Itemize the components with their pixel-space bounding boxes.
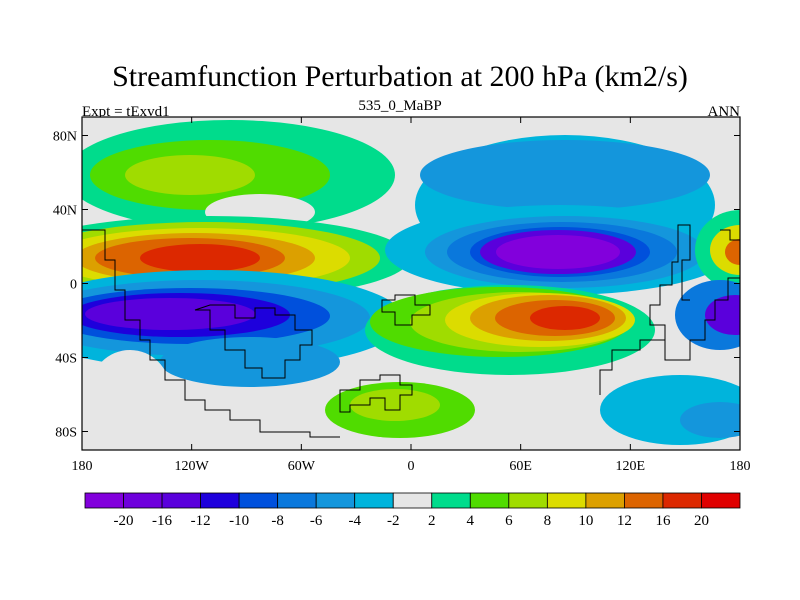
colorbar-label: 16 — [655, 513, 671, 529]
colorbar-label: 8 — [544, 513, 552, 529]
colorbar-swatch — [84, 492, 124, 509]
contour-east-pos-core — [725, 239, 740, 265]
colorbar-swatch — [392, 492, 433, 509]
coastline-west — [82, 229, 340, 438]
colorbar-label: -8 — [271, 513, 284, 529]
contour-ntrop-core — [140, 244, 260, 272]
colorbar-swatch — [161, 492, 201, 509]
period-label: 535_0_MaBP — [358, 98, 442, 114]
colorbar-label: 6 — [505, 513, 513, 529]
contour-east-neg-core — [705, 295, 740, 335]
coastline-equatorial-island — [381, 294, 431, 326]
y-tick-label: 40S — [55, 352, 77, 367]
colorbar-swatch — [238, 492, 279, 509]
colorbar-label: -6 — [310, 513, 323, 529]
colorbar-swatch — [508, 492, 548, 509]
colorbar-swatch — [315, 492, 356, 509]
colorbar-swatch — [624, 492, 664, 509]
colorbar: -20 -16 -12 -10 -8 -6 -4 -2 2 4 6 8 10 12 16 20 — [84, 492, 741, 529]
x-tick-label: 120E — [616, 459, 646, 474]
contour-asia-core — [496, 235, 620, 269]
colorbar-label: -4 — [348, 513, 361, 529]
contour-strop-south — [160, 337, 340, 387]
colorbar-swatch — [546, 492, 587, 509]
colorbar-label: -16 — [152, 513, 172, 529]
coastline-antarctic-peninsula — [339, 374, 413, 413]
y-axis: 80N 40N 0 40S 80S — [53, 130, 740, 441]
x-tick-label: 120W — [175, 459, 210, 474]
filled-contours — [82, 120, 740, 445]
colorbar-swatch — [277, 492, 317, 509]
colorbar-label: -2 — [387, 513, 400, 529]
coastline-south-landmass — [194, 304, 313, 379]
colorbar-label: 4 — [467, 513, 475, 529]
colorbar-label: 12 — [617, 513, 632, 529]
y-tick-label: 80N — [53, 130, 77, 145]
contour-strop-core — [85, 298, 255, 330]
x-tick-label: 0 — [408, 459, 415, 474]
colorbar-swatch — [469, 492, 510, 509]
colorbar-label: -20 — [114, 513, 134, 529]
coastlines — [82, 224, 740, 438]
x-tick-label: 60E — [509, 459, 532, 474]
y-tick-label: 0 — [70, 278, 77, 293]
x-tick-label: 60W — [288, 459, 316, 474]
coastline-australia — [599, 277, 740, 395]
colorbar-label: -12 — [191, 513, 211, 529]
colorbar-label: 10 — [578, 513, 593, 529]
colorbar-swatch — [662, 492, 702, 509]
x-tick-label: 180 — [72, 459, 93, 474]
colorbar-label: -10 — [229, 513, 249, 529]
chart-title: Streamfunction Perturbation at 200 hPa (… — [112, 60, 688, 93]
experiment-label: Expt = tExvd1 — [82, 104, 170, 120]
colorbar-swatch — [585, 492, 625, 509]
season-label: ANN — [707, 104, 741, 120]
contour-so-east-inner — [680, 402, 740, 438]
colorbar-swatch — [431, 492, 471, 509]
colorbar-label: 20 — [694, 513, 709, 529]
contour-sw-gap — [90, 350, 170, 430]
contour-so-west-inner — [350, 389, 440, 421]
colorbar-swatch — [354, 492, 394, 509]
contour-nh-west-inner — [125, 155, 255, 195]
contour-asia-top — [420, 140, 710, 210]
colorbar-swatch — [200, 492, 240, 509]
y-tick-label: 80S — [55, 426, 77, 441]
colorbar-swatch — [701, 492, 741, 509]
colorbar-label: 2 — [428, 513, 436, 529]
coastline-pacific-island — [720, 229, 740, 241]
y-tick-label: 40N — [53, 204, 77, 219]
contour-io-core — [530, 306, 600, 330]
x-axis: 180 120W 60W 0 60E 120E 180 — [72, 117, 751, 474]
coastline-east-asia — [649, 224, 691, 345]
x-tick-label: 180 — [730, 459, 751, 474]
colorbar-swatch — [123, 492, 163, 509]
